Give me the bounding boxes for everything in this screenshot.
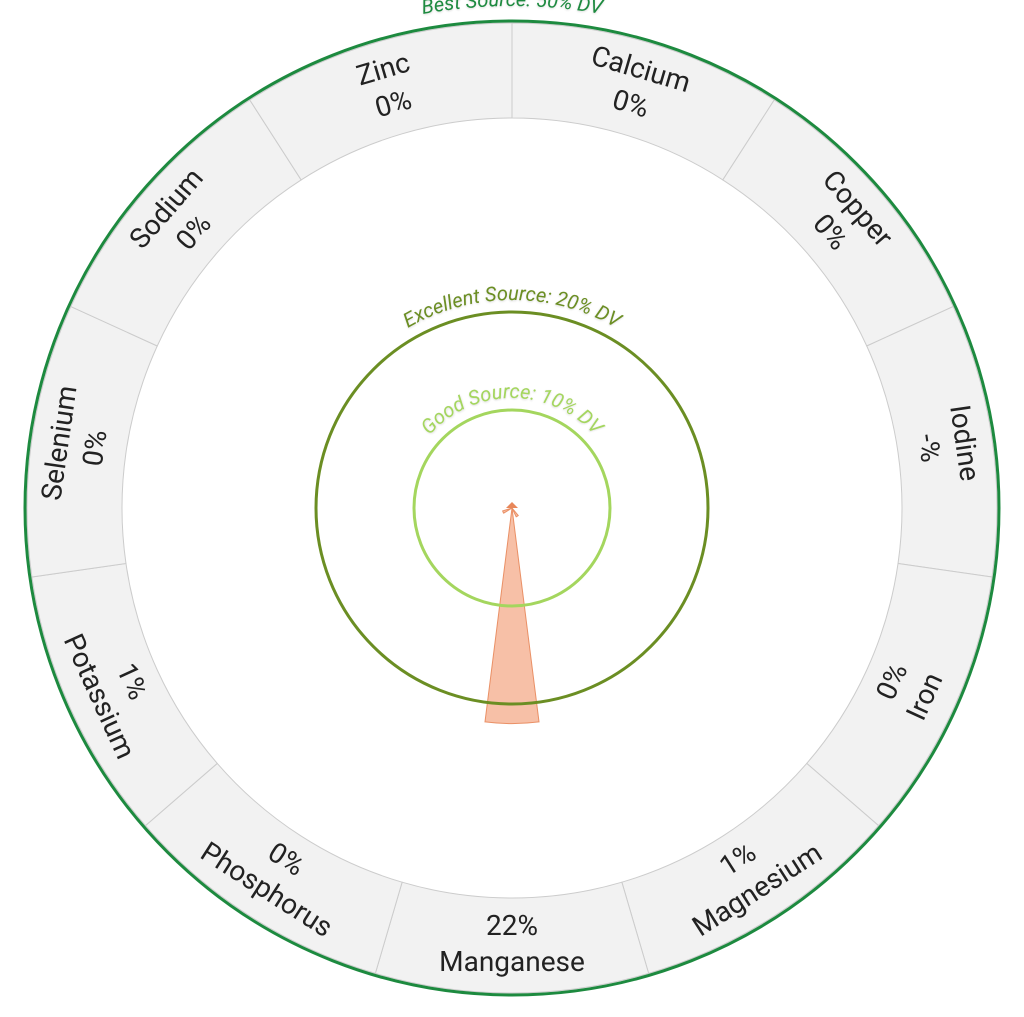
center-tick bbox=[506, 502, 518, 508]
mineral-name: Manganese bbox=[439, 945, 585, 978]
ring-label-best: Best Source: 50% DV bbox=[420, 0, 606, 19]
ring-label-excellent: Excellent Source: 20% DV bbox=[399, 281, 627, 333]
mineral-value: 22% bbox=[486, 909, 538, 942]
mineral-polar-chart: Best Source: 50% DV Excellent Source: 20%… bbox=[0, 0, 1024, 1017]
wedge-potassium bbox=[503, 508, 512, 513]
center-marker bbox=[506, 502, 518, 508]
mineral-value: -% bbox=[911, 432, 948, 465]
wedge-manganese bbox=[485, 508, 539, 724]
value-wedges bbox=[485, 508, 539, 724]
mineral-value: 0% bbox=[76, 428, 114, 469]
